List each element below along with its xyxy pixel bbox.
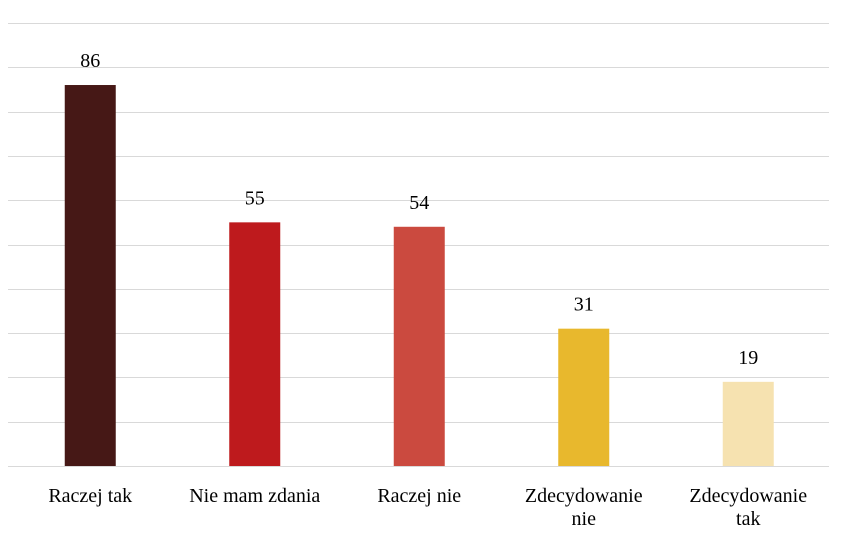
x-tick-label-line: Zdecydowanie <box>689 485 807 507</box>
category-labels: Raczej tak Nie mam zdania Raczej nie Zdecyd… <box>48 485 807 530</box>
data-label: 86 <box>80 50 100 72</box>
x-tick-label: Nie mam zdania <box>189 485 320 507</box>
bar <box>558 328 610 466</box>
x-tick-label-line: Raczej tak <box>48 485 132 507</box>
value-labels: 86 55 54 31 19 <box>80 50 758 369</box>
bar <box>393 226 445 466</box>
x-tick-label-line: Zdecydowanie <box>525 485 643 507</box>
x-tick-label: Raczej nie <box>377 485 461 507</box>
data-label: 19 <box>738 347 758 369</box>
data-label: 54 <box>409 192 429 214</box>
x-tick-label-line: Raczej nie <box>377 485 461 507</box>
x-tick-label: Zdecydowanie nie <box>525 485 643 530</box>
bar <box>64 85 116 467</box>
x-tick-label: Zdecydowanie tak <box>689 485 807 530</box>
x-tick-label-line: Nie mam zdania <box>189 485 320 507</box>
x-tick-label-line: nie <box>572 508 597 530</box>
bar <box>229 222 281 466</box>
bars <box>64 85 774 467</box>
data-label: 55 <box>245 187 265 209</box>
x-tick-label-line: tak <box>736 508 760 530</box>
x-tick-label: Raczej tak <box>48 485 132 507</box>
data-label: 31 <box>574 294 594 316</box>
bar <box>722 381 774 466</box>
